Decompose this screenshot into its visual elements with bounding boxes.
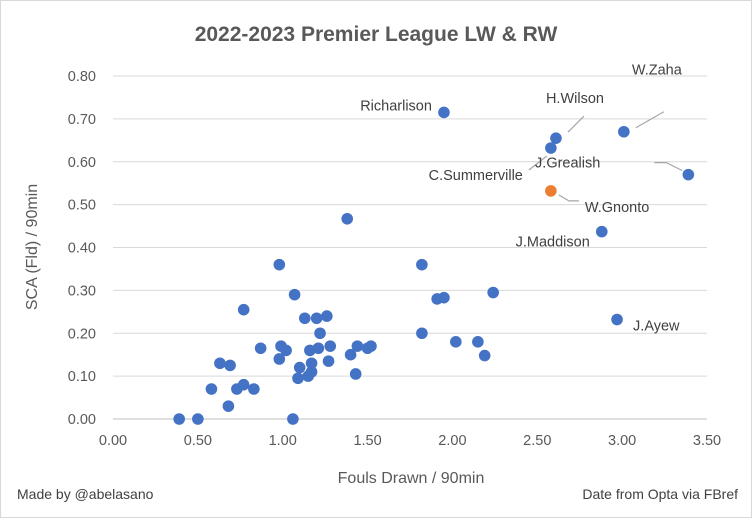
y-tick-label: 0.30 <box>68 283 96 299</box>
data-point <box>287 413 299 425</box>
point-label: W.Zaha <box>632 63 683 79</box>
data-point <box>305 366 318 378</box>
point-j-ayew <box>611 313 623 326</box>
data-point <box>416 327 428 340</box>
leader-line <box>558 194 579 202</box>
data-point <box>254 342 267 355</box>
data-point <box>205 383 218 395</box>
y-tick-label: 0.40 <box>68 241 96 257</box>
data-point <box>273 353 286 365</box>
x-tick-label: 1.50 <box>353 433 381 449</box>
data-point <box>292 372 304 385</box>
x-tick-label: 2.00 <box>438 433 466 449</box>
y-tick-label: 0.70 <box>68 112 96 128</box>
data-point <box>298 312 311 325</box>
point-label: H.Wilson <box>546 91 604 107</box>
x-axis-title: Fouls Drawn / 90min <box>338 470 485 487</box>
point-j-maddison <box>595 225 608 238</box>
point-c-summerville <box>545 142 557 154</box>
point-label: C.Summerville <box>429 168 523 184</box>
x-tick-label: 0.50 <box>184 433 212 449</box>
data-point <box>237 303 250 316</box>
point-label: Richarlison <box>360 98 432 114</box>
point-w-zaha <box>618 125 630 138</box>
y-tick-label: 0.50 <box>68 198 96 214</box>
data-point <box>280 344 292 357</box>
point-richarlison <box>438 106 450 119</box>
y-tick-label: 0.00 <box>68 412 96 428</box>
data-point <box>222 400 235 412</box>
x-tick-label: 0.00 <box>99 433 127 449</box>
x-tick-label: 3.50 <box>693 433 721 449</box>
data-point <box>312 342 325 355</box>
y-axis-title: SCA (Fld) / 90min <box>24 184 41 310</box>
data-point <box>273 258 286 271</box>
leader-line <box>654 162 683 172</box>
y-tick-label: 0.20 <box>68 326 96 342</box>
data-point <box>173 413 185 425</box>
point-label: J.Maddison <box>516 235 590 251</box>
data-point <box>322 355 335 367</box>
footer-source: Date from Opta via FBref <box>582 486 738 502</box>
x-tick-label: 1.00 <box>269 433 297 449</box>
data-point <box>310 312 323 325</box>
data-point <box>351 340 364 352</box>
data-point <box>349 368 362 380</box>
x-tick-label: 3.00 <box>608 433 636 449</box>
y-tick-label: 0.60 <box>68 155 96 171</box>
x-tick-label: 2.50 <box>523 433 551 449</box>
data-point <box>305 357 318 370</box>
data-point <box>214 357 226 370</box>
y-tick-labels: 0.00 0.10 0.20 0.30 0.40 0.50 0.60 0.70 0.80 <box>68 69 96 428</box>
data-point <box>248 383 260 395</box>
data-point <box>324 340 337 352</box>
annotation-leader-lines <box>528 111 683 202</box>
point-w-gnonto <box>545 185 557 197</box>
point-labels: Richarlison C.Summerville W.Gnonto H.Wilson… <box>360 63 683 335</box>
leader-line <box>528 155 548 171</box>
data-point <box>472 336 484 348</box>
y-tick-label: 0.10 <box>68 369 96 385</box>
data-point <box>478 349 491 362</box>
point-j-grealish <box>682 168 695 181</box>
data-point <box>416 258 428 271</box>
x-tick-labels: 0.00 0.50 1.00 1.50 2.00 2.50 3.00 3.50 <box>99 433 721 449</box>
grid-lines <box>113 75 707 420</box>
chart-title: 2022-2023 Premier League LW & RW <box>195 23 558 46</box>
leader-line <box>567 115 585 133</box>
data-point <box>224 359 236 372</box>
data-point <box>314 327 326 340</box>
data-point <box>321 310 333 322</box>
data-point <box>237 378 250 391</box>
point-label: J.Ayew <box>633 319 680 335</box>
data-point <box>341 212 354 225</box>
data-point <box>438 291 450 304</box>
footer-credit: Made by @abelasano <box>17 486 154 502</box>
point-label: W.Gnonto <box>585 200 649 216</box>
y-tick-label: 0.80 <box>68 69 96 85</box>
point-h-wilson <box>550 132 562 144</box>
data-point <box>344 348 357 361</box>
data-points <box>173 106 695 425</box>
point-label: J.Grealish <box>535 156 600 172</box>
data-point <box>450 336 462 348</box>
data-point <box>365 340 377 352</box>
data-point <box>192 413 204 425</box>
data-point <box>487 286 499 299</box>
leader-line <box>635 111 665 129</box>
data-point <box>288 288 301 301</box>
data-point <box>293 361 306 374</box>
